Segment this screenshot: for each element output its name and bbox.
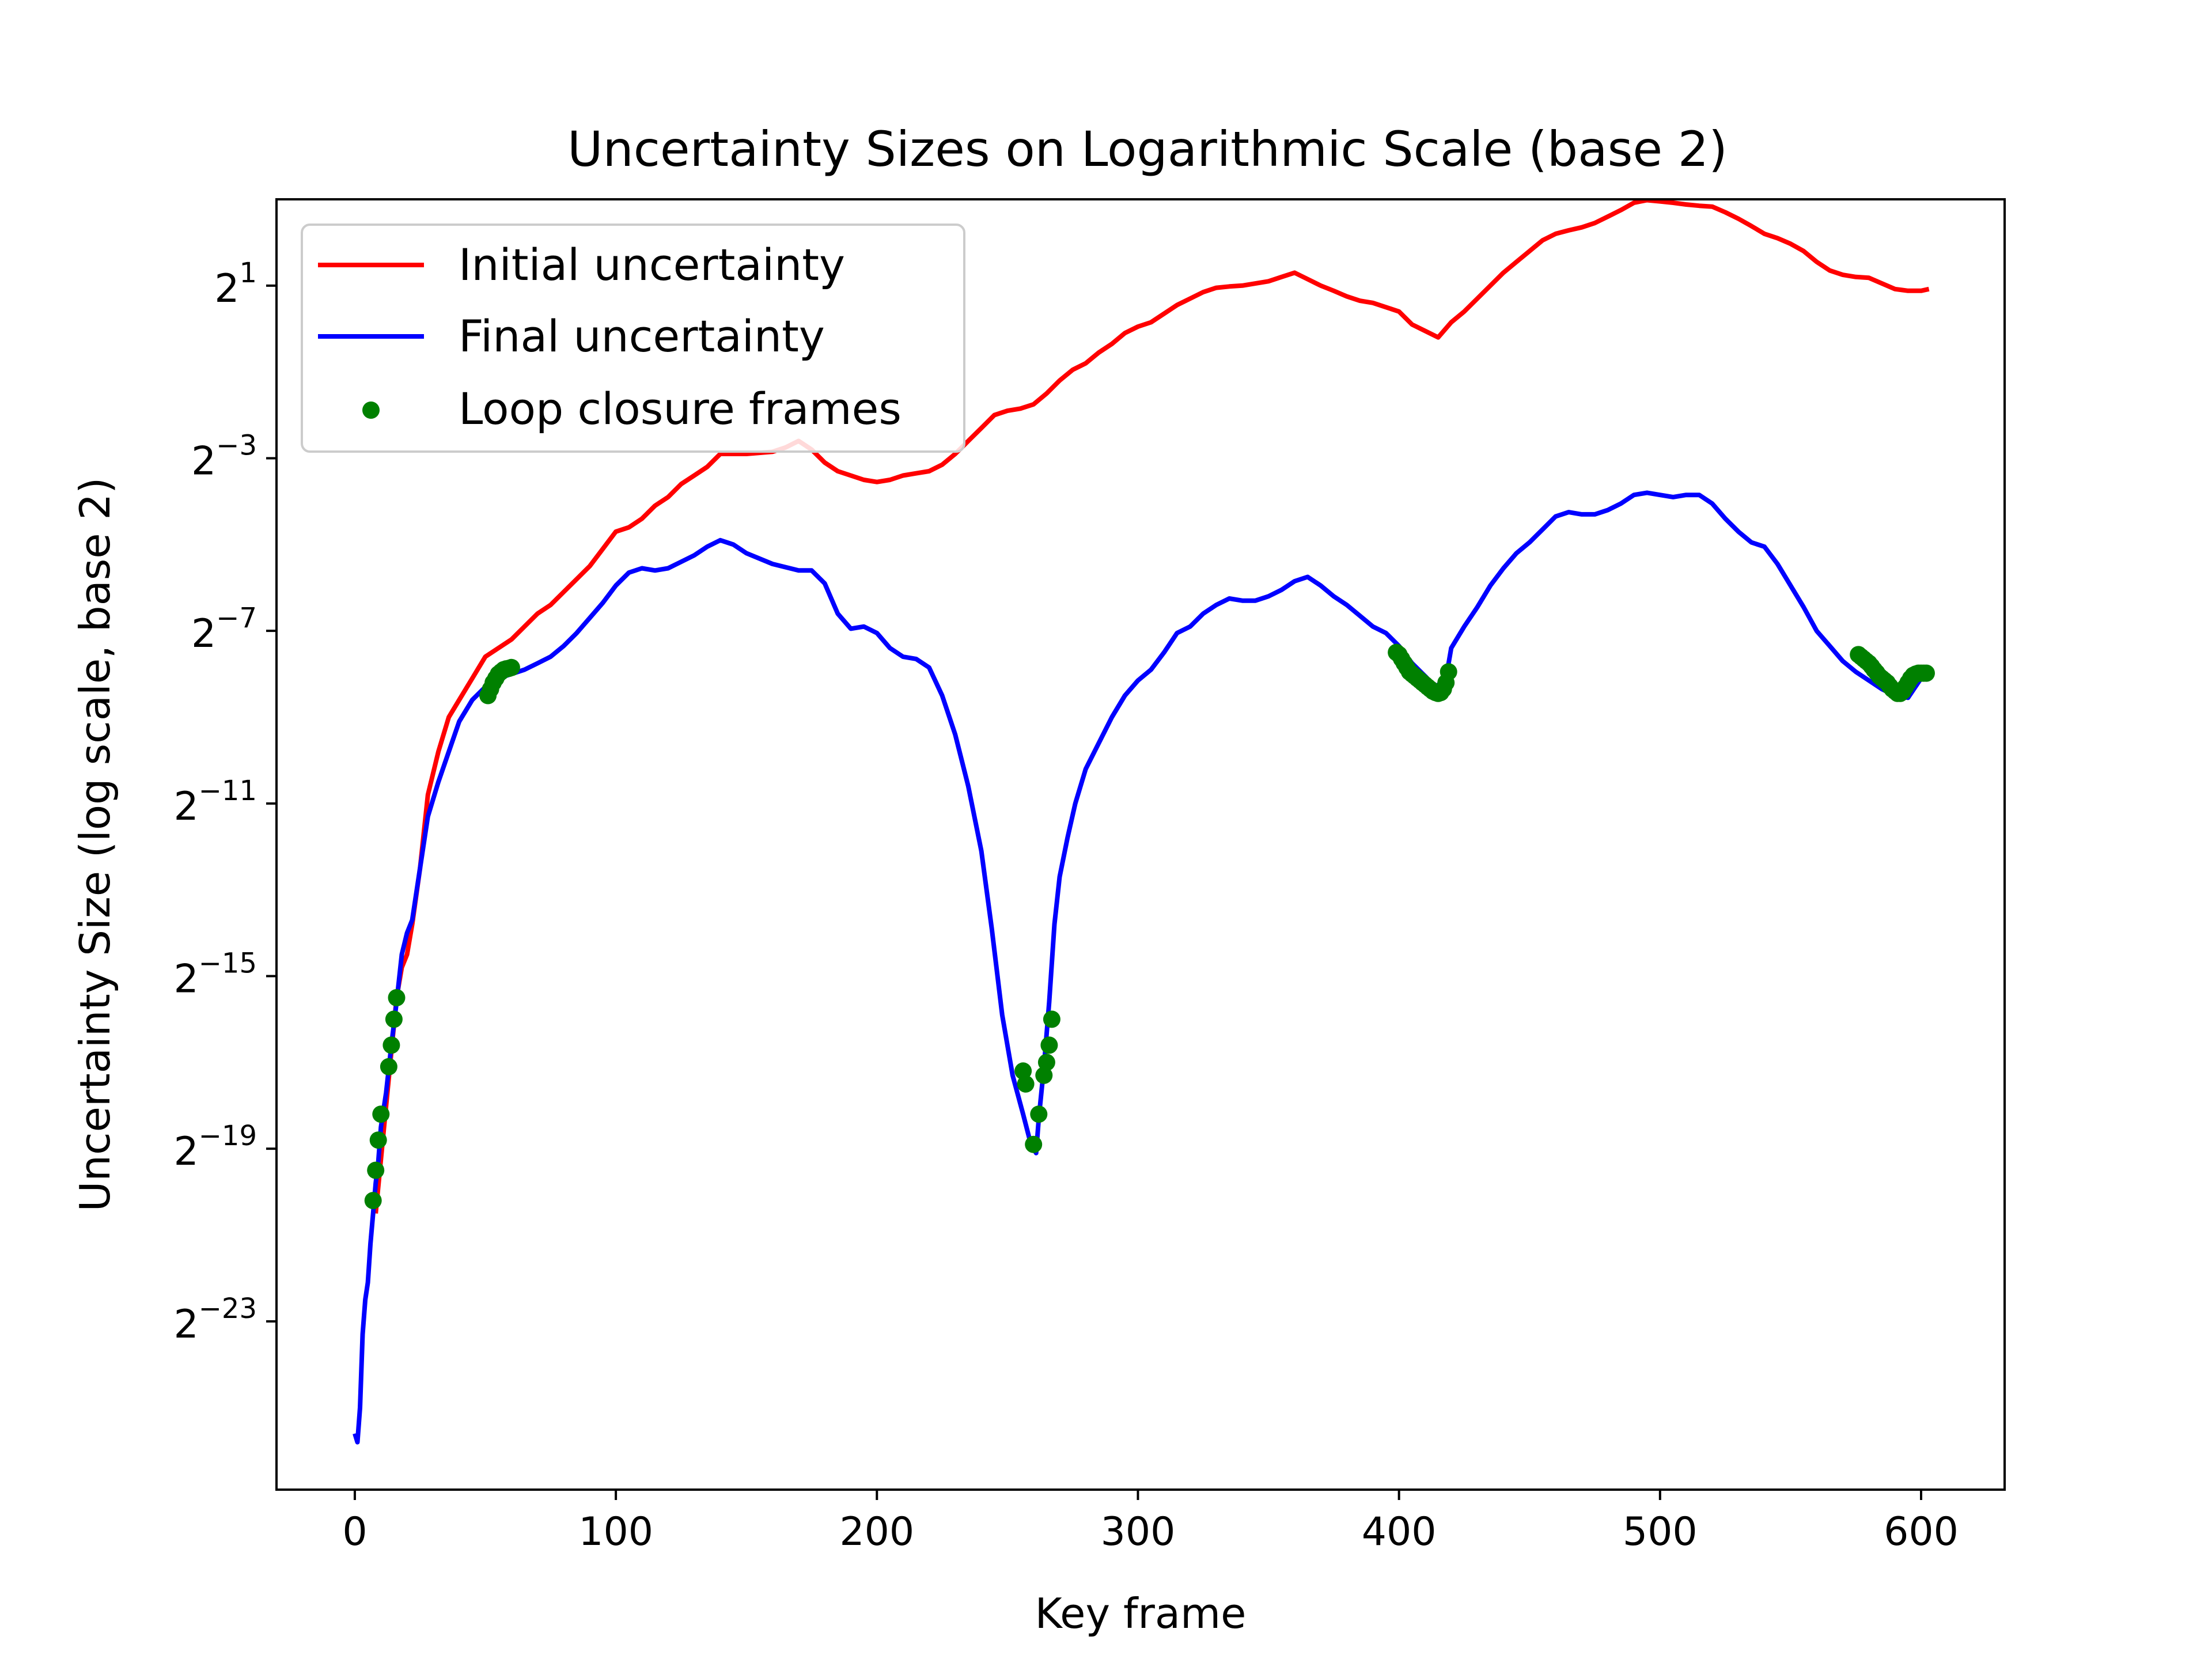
legend-frame — [301, 224, 965, 453]
chart-title: Uncertainty Sizes on Logarithmic Scale (… — [567, 121, 1728, 177]
y-tick-label: 2−15 — [173, 947, 257, 1002]
x-tick-label: 200 — [839, 1509, 914, 1555]
legend: Initial uncertainty Final uncertainty Lo… — [301, 224, 965, 453]
y-tick-label: 21 — [214, 257, 257, 312]
legend-label-initial: Initial uncertainty — [459, 239, 845, 290]
legend-entry-final: Final uncertainty — [318, 310, 825, 362]
y-tick-label: 2−23 — [173, 1293, 257, 1347]
y-tick-label: 2−3 — [191, 429, 257, 484]
loop-closure-point — [385, 1010, 403, 1028]
loop-closure-point — [1037, 1054, 1055, 1071]
legend-entry-loop: Loop closure frames — [362, 383, 902, 434]
y-tick-label: 2−19 — [173, 1120, 257, 1175]
loop-closure-point — [372, 1105, 390, 1123]
loop-closure-point — [1043, 1010, 1060, 1028]
axes-frame — [275, 198, 2006, 1491]
legend-entry-initial: Initial uncertainty — [318, 239, 845, 290]
legend-marker-loop — [362, 402, 380, 419]
y-tick-label: 2−11 — [173, 775, 257, 830]
loop-closure-point — [1035, 1066, 1053, 1084]
loop-closure-point — [1025, 1135, 1043, 1153]
x-tick-label: 100 — [578, 1509, 653, 1555]
loop-closure-point — [1918, 664, 1935, 682]
x-tick-label: 300 — [1101, 1509, 1176, 1555]
loop-closure-point — [502, 658, 520, 676]
y-axis-label: Uncertainty Size (log scale, base 2) — [71, 478, 119, 1212]
loop-closure-point — [1040, 1036, 1058, 1054]
series-line-initial-uncertainty — [373, 199, 1930, 1214]
x-tick-label: 400 — [1362, 1509, 1437, 1555]
loop-closure-point — [382, 1036, 400, 1054]
loop-closure-point — [369, 1131, 387, 1149]
legend-label-final: Final uncertainty — [459, 310, 825, 362]
loop-closure-point — [367, 1161, 385, 1179]
x-axis-label: Key frame — [1035, 1589, 1247, 1638]
y-axis-ticks: 21 2−3 2−7 2−11 2−15 2−19 2−23 — [173, 257, 276, 1347]
loop-closure-point — [1030, 1105, 1048, 1123]
loop-closure-point — [388, 989, 406, 1006]
loop-closure-point — [1014, 1062, 1032, 1080]
x-tick-label: 0 — [342, 1509, 367, 1555]
x-tick-label: 600 — [1884, 1509, 1959, 1555]
loop-closure-point — [1440, 663, 1457, 681]
loop-closure-point — [364, 1192, 382, 1210]
x-axis-ticks: 0 100 200 300 400 500 600 — [342, 1490, 1959, 1555]
loop-closure-point — [380, 1058, 397, 1075]
y-tick-label: 2−7 — [191, 602, 257, 657]
plot-area — [275, 198, 2006, 1491]
x-tick-label: 500 — [1623, 1509, 1698, 1555]
series-layer — [353, 199, 1935, 1445]
loop-closure-point — [1017, 1075, 1035, 1093]
legend-label-loop: Loop closure frames — [459, 383, 902, 434]
